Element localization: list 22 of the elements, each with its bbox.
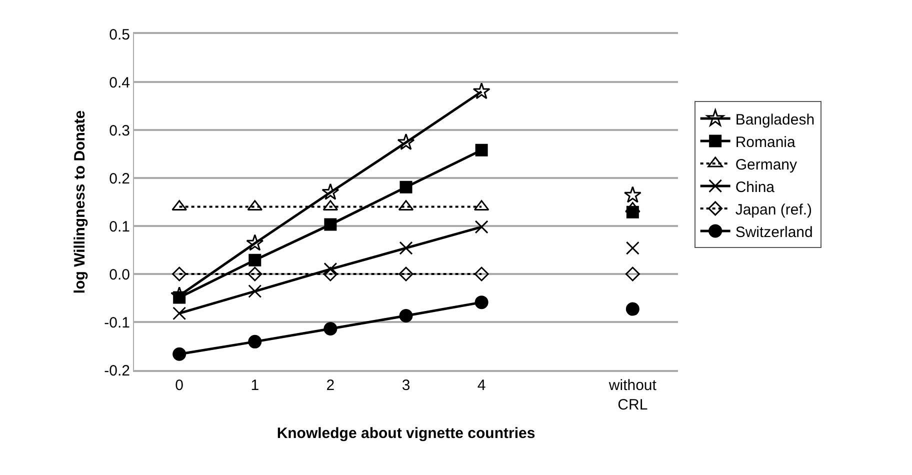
x-axis-title: Knowledge about vignette countries — [276, 424, 536, 442]
x-tick-label: 3 — [402, 376, 410, 394]
y-tick-label: 0.1 — [109, 218, 130, 236]
x-tick-label: 1 — [250, 376, 260, 394]
y-tick-label: 0.5 — [109, 26, 130, 44]
y-tick-label: 0.0 — [109, 266, 130, 284]
y-tick-label: 0.3 — [109, 122, 130, 140]
legend-label: Germany — [735, 156, 798, 174]
x-tick-label: 0 — [175, 376, 184, 394]
legend-label: China — [735, 178, 776, 196]
y-tick-label: 0.2 — [109, 170, 130, 188]
x-tick-label: without CRL — [608, 376, 658, 414]
legend-label: Bangladesh — [735, 111, 815, 128]
y-axis-title: log Willingness to Donate — [71, 110, 88, 294]
y-tick-label: 0.4 — [109, 74, 130, 92]
x-tick-label: 2 — [326, 376, 335, 394]
legend-label: Japan (ref.) — [735, 201, 812, 218]
x-tick-label: 4 — [477, 376, 486, 394]
legend-label: Romania — [735, 134, 796, 151]
y-tick-label: -0.1 — [104, 314, 130, 332]
y-tick-label: -0.2 — [104, 362, 130, 380]
legend-label: Switzerland — [735, 224, 813, 241]
